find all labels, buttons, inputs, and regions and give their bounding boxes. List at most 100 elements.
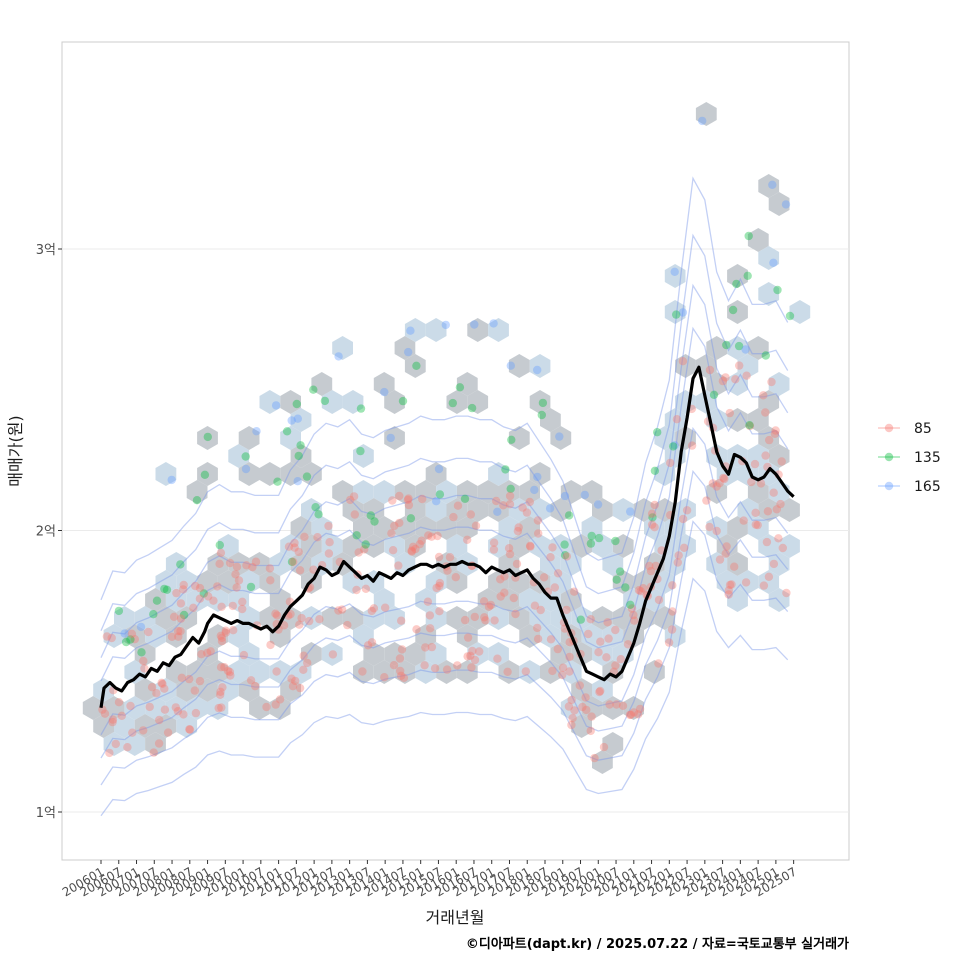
scatter-point [242,561,251,570]
hexbin-cell [508,606,530,630]
scatter-point [388,546,398,555]
x-axis-ticks: 2006012006072007012007072008012008072009… [60,860,799,900]
scatter-point [273,477,282,486]
scatter-point [744,231,753,241]
scatter-point [174,632,183,641]
scatter-point [404,500,414,510]
hexbin-cell [217,534,239,558]
hexbin-cell [737,354,759,378]
scatter-point [214,703,223,713]
hexbin-cell [415,516,437,540]
hexbin-cell [353,480,374,504]
scatter-point [433,531,442,541]
scatter-point [687,441,697,450]
hexbin-cell [155,678,177,702]
scatter-point [293,477,302,486]
hexbin-cell [727,516,748,540]
hexbin-cell [124,660,146,684]
scatter-point [604,634,613,643]
scatter-point [315,615,324,624]
hexbin-cell [134,606,156,630]
scatter-point [395,491,404,501]
hexbin-cell [165,696,187,720]
scatter-point [771,426,780,435]
scatter-point [217,602,226,611]
scatter-point [324,521,333,531]
legend-key-point [884,452,894,462]
hexbin-cell [145,588,166,612]
scatter-point [149,748,158,757]
legend-label: 85 [914,421,932,437]
scatter-point [160,584,169,594]
scatter-point [216,548,226,558]
scatter-point [626,710,636,719]
scatter-point [127,629,137,638]
scatter-point [296,441,305,450]
scatter-point [533,365,542,375]
legend-key-point [884,423,894,433]
scatter-point [173,707,183,716]
scatter-point [309,565,318,574]
scatter-point [299,651,308,660]
scatter-point [664,638,674,647]
hexbin-cell [654,498,676,522]
scatter-point [486,600,495,610]
scatter-point [466,651,475,660]
scatter-point [560,491,570,501]
scatter-point [629,708,639,717]
scatter-point [759,581,769,590]
hexbin-cell [124,732,146,756]
scatter-point [732,279,741,289]
scatter-point [171,703,180,712]
hexbin-cell [394,660,416,684]
scatter-point [404,347,413,357]
scatter-point [140,664,149,673]
legend-label: 135 [914,450,941,466]
scatter-point [533,634,543,644]
scatter-point [206,647,215,656]
hexbin-cell [571,678,592,702]
scatter-point [199,589,208,598]
hexbin-cell [363,534,385,558]
scatter-point [533,472,542,482]
scatter-point [727,580,736,589]
scatter-point [654,659,663,668]
scatter-point [770,429,780,438]
hexbin-cell [488,606,509,630]
scatter-point [303,658,312,668]
hexbin-cell [467,318,489,342]
scatter-point [650,523,659,532]
scatter-point [603,618,612,627]
hexbin-cell [456,660,478,684]
scatter-point [743,271,752,280]
hexbin-cell [571,534,592,558]
scatter-point [558,670,567,680]
scatter-point [176,627,185,636]
hexbin-cell [456,372,478,396]
hexbin-cell [446,606,468,630]
hexbin-cell [456,624,478,648]
hexbin-cell [415,588,437,612]
hexbin-cell [238,462,260,486]
hexbin-cell [321,534,343,558]
hexbin-cell [353,624,374,648]
hexbin-cell [779,498,800,522]
scatter-point [781,200,791,209]
hexbin-cell [384,426,405,450]
scatter-point [702,496,711,505]
hexbin-cell [446,498,468,522]
hexbin-cell [207,624,229,648]
y-tick-label: 2억 [36,525,56,540]
hexbin-cell [758,426,780,450]
hexbin-cell [560,660,582,684]
hexbin-cell [467,606,489,630]
scatter-point [191,581,200,591]
scatter-point [361,584,371,593]
hexbin-cell [207,696,229,720]
scatter-point [195,676,205,686]
scatter-point [435,607,444,616]
scatter-point [279,621,289,630]
hexbin-cell [332,336,353,360]
scatter-point [399,673,409,682]
hexbin-cell [675,426,696,450]
